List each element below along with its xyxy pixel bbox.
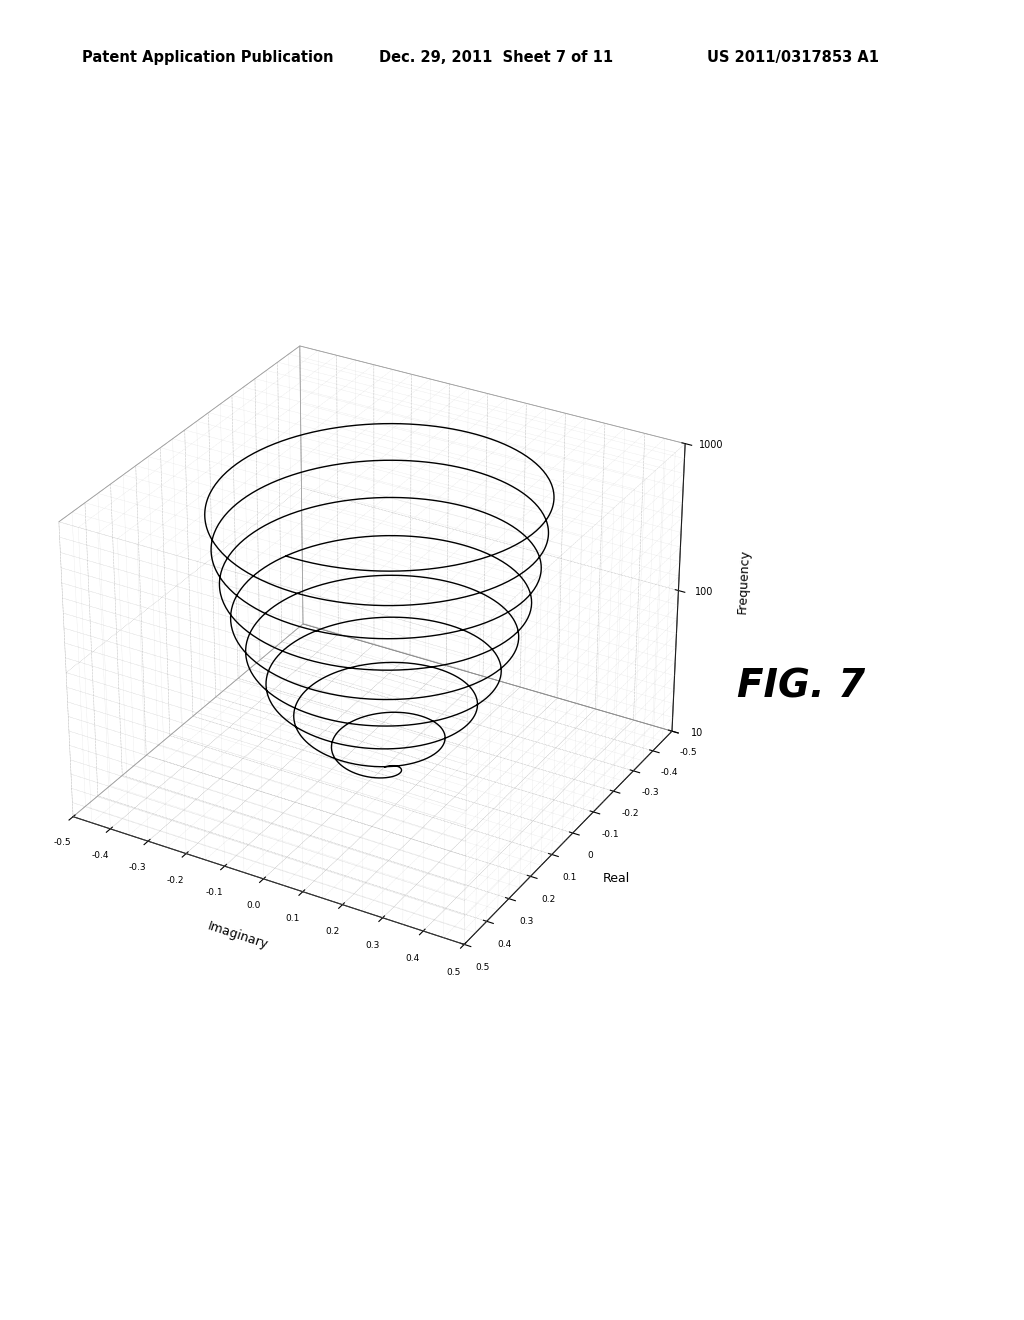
Text: Patent Application Publication: Patent Application Publication — [82, 50, 334, 65]
Text: FIG. 7: FIG. 7 — [737, 668, 865, 705]
Y-axis label: Real: Real — [602, 871, 630, 884]
Text: Dec. 29, 2011  Sheet 7 of 11: Dec. 29, 2011 Sheet 7 of 11 — [379, 50, 613, 65]
Text: US 2011/0317853 A1: US 2011/0317853 A1 — [707, 50, 879, 65]
X-axis label: Imaginary: Imaginary — [205, 920, 269, 952]
